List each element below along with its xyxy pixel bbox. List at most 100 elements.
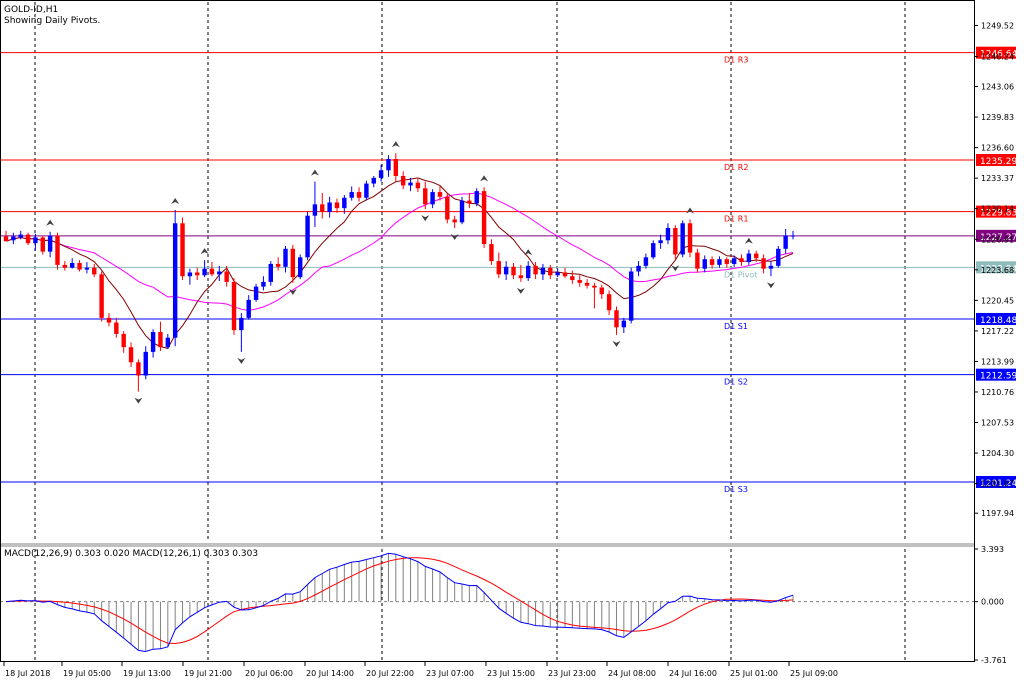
candle[interactable]	[121, 331, 126, 353]
candle[interactable]	[665, 223, 671, 245]
candle[interactable]	[658, 234, 663, 249]
candle[interactable]	[592, 282, 597, 309]
candle[interactable]	[702, 255, 707, 273]
candle[interactable]	[342, 194, 347, 214]
candle[interactable]	[239, 313, 244, 352]
candle[interactable]	[511, 262, 516, 280]
candle[interactable]	[334, 198, 340, 213]
candle[interactable]	[224, 265, 229, 287]
candle[interactable]	[746, 249, 752, 265]
candle[interactable]	[430, 189, 435, 209]
candle[interactable]	[69, 258, 75, 269]
candle[interactable]	[33, 233, 38, 251]
candle[interactable]	[790, 230, 796, 240]
candle[interactable]	[408, 177, 413, 192]
panel-separator[interactable]	[0, 543, 975, 547]
candle[interactable]	[349, 186, 354, 201]
macd-panel[interactable]: MACD(12,26,9) 0.303 0.020 MACD(12,26,1) …	[0, 549, 974, 660]
candle[interactable]	[136, 359, 141, 392]
candle[interactable]	[283, 245, 288, 273]
candle[interactable]	[202, 260, 207, 278]
candle[interactable]	[452, 215, 457, 229]
candle[interactable]	[680, 220, 685, 258]
candle[interactable]	[150, 329, 156, 358]
candle[interactable]	[467, 193, 472, 209]
candle[interactable]	[386, 155, 391, 177]
candle[interactable]	[783, 228, 788, 254]
candle[interactable]	[459, 196, 465, 225]
candle[interactable]	[481, 187, 487, 248]
candle[interactable]	[673, 225, 678, 260]
candle[interactable]	[548, 264, 553, 280]
candle[interactable]	[768, 261, 774, 277]
candle[interactable]	[187, 268, 193, 285]
candle[interactable]	[195, 267, 200, 281]
candle[interactable]	[577, 275, 582, 287]
candle[interactable]	[25, 232, 31, 246]
candle[interactable]	[518, 264, 524, 282]
candle[interactable]	[503, 261, 509, 281]
candle[interactable]	[172, 210, 178, 347]
candle[interactable]	[327, 196, 332, 218]
candle[interactable]	[92, 263, 97, 278]
candle[interactable]	[496, 252, 502, 279]
candle[interactable]	[628, 267, 634, 324]
candle[interactable]	[606, 290, 612, 315]
candle[interactable]	[724, 257, 730, 268]
candle[interactable]	[695, 248, 700, 273]
candle[interactable]	[158, 321, 163, 351]
candle[interactable]	[717, 256, 722, 268]
candle[interactable]	[320, 193, 325, 219]
candle[interactable]	[754, 250, 759, 263]
candle[interactable]	[474, 188, 479, 207]
candle[interactable]	[739, 254, 744, 266]
candle[interactable]	[423, 181, 428, 210]
candle[interactable]	[261, 276, 266, 291]
candle[interactable]	[400, 171, 406, 190]
candle[interactable]	[526, 261, 531, 281]
candle[interactable]	[687, 219, 693, 258]
candle[interactable]	[489, 239, 494, 265]
candle[interactable]	[776, 245, 781, 268]
candle[interactable]	[731, 255, 737, 267]
candle[interactable]	[312, 181, 318, 228]
candle[interactable]	[393, 153, 399, 182]
candle[interactable]	[246, 295, 251, 320]
candle[interactable]	[143, 346, 148, 380]
candle[interactable]	[643, 253, 649, 269]
candle[interactable]	[11, 232, 16, 245]
candle[interactable]	[47, 231, 53, 258]
candle[interactable]	[621, 317, 627, 333]
candle[interactable]	[555, 268, 560, 278]
candle[interactable]	[55, 232, 60, 270]
candle[interactable]	[128, 342, 134, 368]
candle[interactable]	[209, 262, 215, 277]
candle[interactable]	[614, 306, 619, 335]
candle[interactable]	[84, 262, 90, 274]
candle[interactable]	[562, 267, 568, 279]
candle[interactable]	[570, 270, 575, 284]
candle[interactable]	[305, 211, 310, 261]
candle[interactable]	[18, 230, 23, 240]
candle[interactable]	[437, 186, 443, 201]
candle[interactable]	[599, 284, 604, 299]
candle[interactable]	[77, 260, 82, 272]
candle[interactable]	[231, 278, 237, 335]
candle[interactable]	[761, 254, 766, 274]
candle[interactable]	[3, 230, 9, 242]
candle[interactable]	[268, 261, 273, 286]
candle[interactable]	[217, 265, 222, 281]
candle[interactable]	[180, 217, 185, 281]
candle[interactable]	[533, 262, 538, 280]
candle[interactable]	[540, 263, 546, 281]
candle[interactable]	[99, 271, 104, 322]
candle[interactable]	[371, 175, 376, 188]
candle[interactable]	[253, 283, 259, 302]
candle[interactable]	[584, 279, 590, 289]
candle[interactable]	[297, 254, 303, 280]
candle[interactable]	[165, 333, 171, 350]
candle[interactable]	[651, 240, 656, 260]
candle[interactable]	[378, 164, 384, 182]
candle[interactable]	[709, 256, 715, 269]
candle[interactable]	[62, 261, 68, 271]
